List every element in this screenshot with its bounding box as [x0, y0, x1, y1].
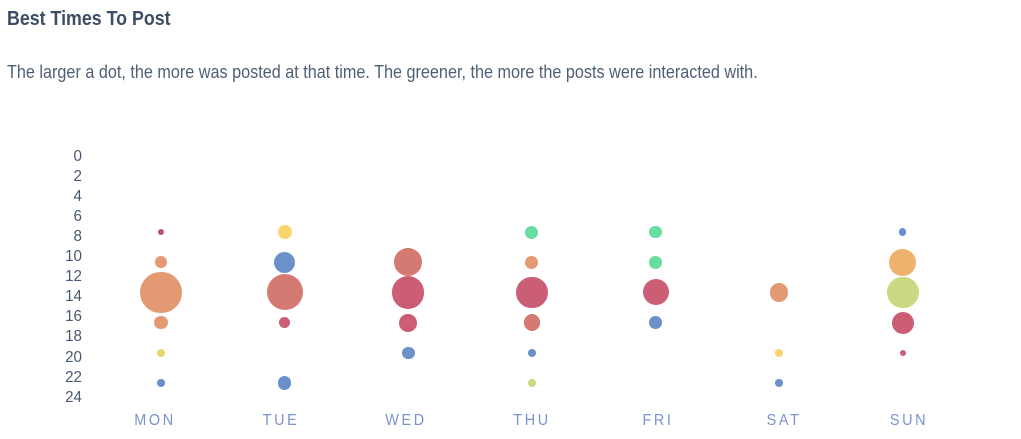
bubble-sat-19.5[interactable]	[775, 348, 784, 357]
bubble-thu-13.5[interactable]	[516, 276, 548, 309]
bubble-tue-7.5[interactable]	[277, 224, 292, 240]
bubble-tue-10.5[interactable]	[274, 251, 296, 273]
bubble-mon-7.5[interactable]	[157, 228, 165, 236]
y-axis-tick-label: 10	[64, 248, 82, 266]
bubble-wed-10.5[interactable]	[394, 248, 423, 277]
bubble-sun-13.5[interactable]	[886, 276, 919, 309]
bubble-mon-16.5[interactable]	[154, 315, 168, 330]
y-axis-tick-label: 12	[64, 268, 82, 286]
bubble-sat-22.5[interactable]	[775, 379, 783, 387]
x-axis-day-label: FRI	[642, 412, 674, 429]
bubble-sun-10.5[interactable]	[889, 248, 916, 276]
bubble-thu-10.5[interactable]	[525, 255, 539, 269]
bubble-thu-7.5[interactable]	[525, 225, 539, 239]
bubble-sun-16.5[interactable]	[891, 311, 914, 334]
y-axis-tick-label: 20	[64, 348, 82, 366]
bubble-tue-22.5[interactable]	[278, 376, 292, 390]
y-axis-tick-label: 2	[73, 168, 82, 185]
bubble-fri-7.5[interactable]	[649, 225, 662, 239]
x-axis-day-label: SAT	[766, 412, 802, 429]
bubble-thu-16.5[interactable]	[523, 314, 541, 332]
y-axis-tick-label: 4	[73, 188, 82, 206]
y-axis-tick-label: 24	[64, 388, 82, 406]
bubble-tue-13.5[interactable]	[266, 274, 303, 311]
x-axis-day-label: TUE	[262, 412, 300, 429]
y-axis-tick-label: 8	[73, 228, 82, 246]
y-axis-tick-label: 14	[64, 288, 82, 306]
bubble-fri-16.5[interactable]	[649, 316, 662, 330]
bubble-wed-13.5[interactable]	[392, 276, 425, 309]
bubble-sun-7.5[interactable]	[899, 228, 907, 236]
bubble-sat-13.5[interactable]	[770, 283, 789, 302]
bubble-wed-16.5[interactable]	[399, 313, 418, 332]
bubble-thu-19.5[interactable]	[528, 348, 536, 357]
bubble-mon-10.5[interactable]	[155, 256, 167, 269]
y-axis-tick-label: 6	[73, 208, 82, 226]
widget-subtitle: The larger a dot, the more was posted at…	[7, 62, 758, 82]
bubble-mon-19.5[interactable]	[157, 348, 166, 357]
bubble-fri-13.5[interactable]	[642, 279, 669, 306]
bubble-tue-16.5[interactable]	[278, 316, 291, 329]
bubble-mon-22.5[interactable]	[157, 379, 165, 387]
bubble-mon-13.5[interactable]	[140, 271, 182, 314]
x-axis-day-label: WED	[385, 412, 428, 429]
bubble-wed-19.5[interactable]	[402, 346, 415, 360]
widget-title: Best Times To Post	[7, 8, 171, 30]
x-axis-day-label: THU	[513, 412, 551, 429]
bubble-fri-10.5[interactable]	[649, 255, 662, 269]
bubble-thu-22.5[interactable]	[527, 379, 536, 388]
x-axis-day-label: SUN	[890, 412, 929, 429]
bubble-sun-19.5[interactable]	[899, 349, 906, 357]
y-axis-tick-label: 16	[64, 308, 82, 326]
y-axis-tick-label: 0	[73, 147, 82, 165]
y-axis-tick-label: 18	[64, 328, 82, 346]
y-axis-tick-label: 22	[64, 368, 82, 386]
x-axis-day-label: MON	[134, 412, 176, 429]
